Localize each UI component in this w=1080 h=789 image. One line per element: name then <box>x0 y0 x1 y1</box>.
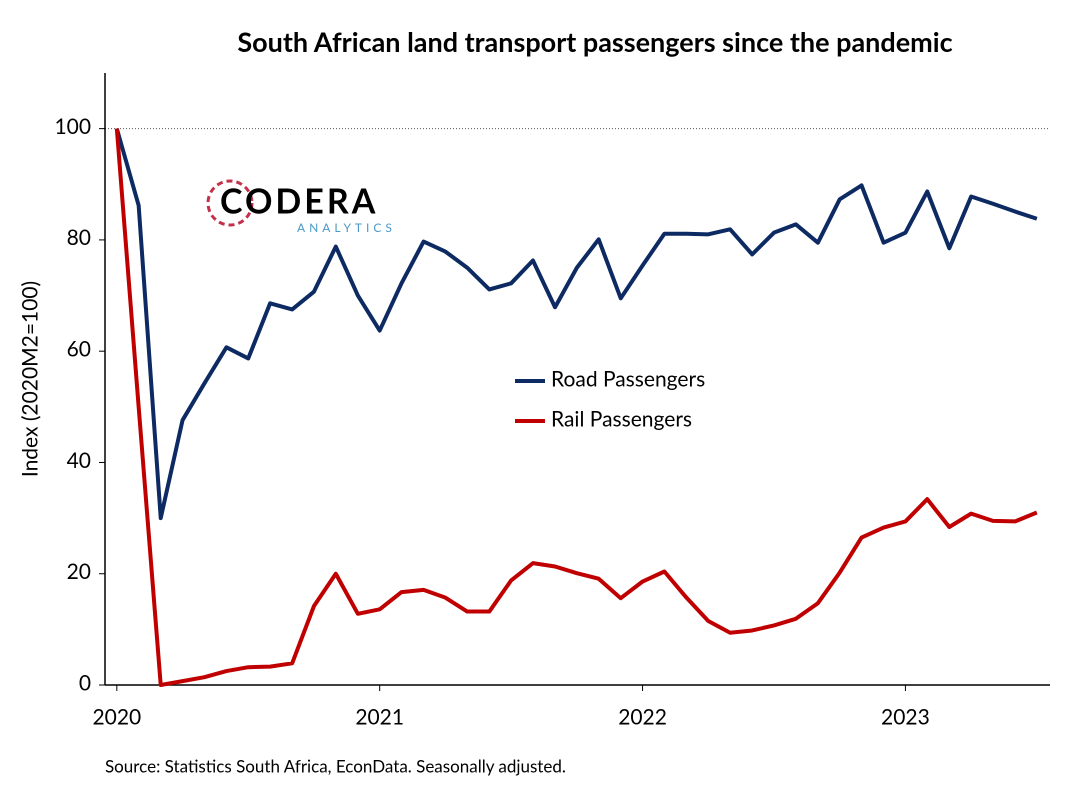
logo: CODERA ANALYTICS <box>206 179 396 235</box>
logo-name: CODERA <box>220 181 378 222</box>
logo-mark <box>206 179 254 227</box>
x-tick-label: 2021 <box>355 704 404 729</box>
legend-label: Road Passengers <box>551 366 705 391</box>
y-tick-label: 40 <box>67 448 91 473</box>
x-tick-label: 2023 <box>881 704 930 729</box>
y-tick-label: 20 <box>67 559 91 584</box>
legend-label: Rail Passengers <box>551 406 692 431</box>
y-tick-label: 100 <box>54 114 91 139</box>
source-note: Source: Statistics South Africa, EconDat… <box>105 755 566 776</box>
logo-sub: ANALYTICS <box>297 220 396 235</box>
x-tick-label: 2020 <box>92 704 141 729</box>
y-tick-label: 0 <box>79 670 91 695</box>
x-tick-label: 2022 <box>618 704 667 729</box>
y-axis-label: Index (2020M2=100) <box>17 281 42 477</box>
y-tick-label: 60 <box>67 336 91 361</box>
series-line <box>114 128 1038 521</box>
series-line <box>114 128 1038 687</box>
chart-title: South African land transport passengers … <box>237 25 952 58</box>
y-tick-label: 80 <box>67 225 91 250</box>
